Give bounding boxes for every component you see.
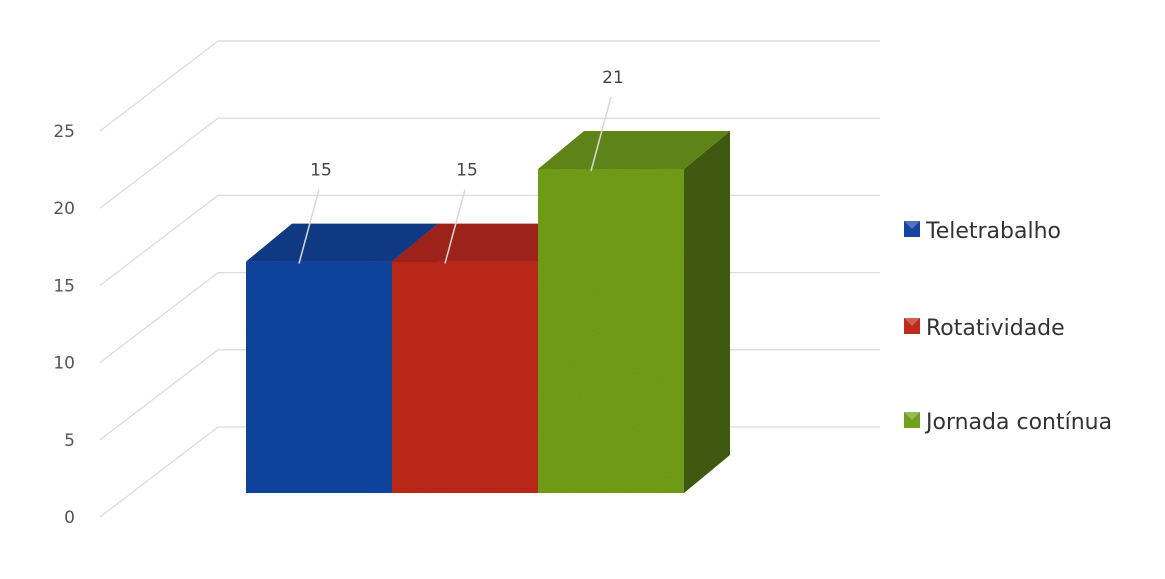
bar-top-face [538, 131, 730, 169]
gridline-side-15 [99, 194, 219, 286]
bars [246, 131, 730, 494]
legend-label-1: Rotatividade [926, 316, 1065, 341]
y-tick-label-1: 5 [64, 431, 75, 451]
y-tick-label-2: 10 [53, 354, 75, 374]
data-label-leader-0 [298, 189, 320, 264]
bar-side-face [684, 131, 730, 493]
legend-item-1: Rotatividade [904, 316, 1065, 341]
gridline-side-0 [99, 426, 219, 518]
y-tick-label-5: 25 [53, 122, 75, 142]
data-label-0: 15 [310, 161, 332, 181]
legend-label-0: Teletrabalho [925, 219, 1061, 244]
y-tick-label-0: 0 [64, 508, 75, 528]
bar-front-face [538, 169, 684, 493]
legend-item-0: Teletrabalho [904, 219, 1061, 244]
data-label-leader-2 [590, 96, 612, 172]
gridline-side-20 [99, 117, 219, 209]
data-label-1: 15 [456, 161, 478, 181]
y-axis-ticks: 0 5 10 15 20 25 [53, 122, 75, 528]
bar-top-face [392, 223, 584, 262]
data-label-leader-1 [444, 189, 466, 264]
bar-front-face [392, 261, 538, 493]
bar-jornada-contínua [538, 131, 730, 493]
legend-swatch-shine [904, 318, 920, 326]
bar-top-face [246, 223, 438, 262]
y-tick-label-4: 20 [53, 199, 75, 219]
legend-label-2: Jornada contínua [924, 410, 1112, 435]
legend: Teletrabalho Rotatividade Jornada contínua [904, 219, 1112, 435]
gridline-side-10 [99, 272, 219, 364]
y-tick-label-3: 15 [53, 276, 75, 296]
data-labels: 15 15 21 [298, 68, 624, 264]
legend-swatch-shine [904, 221, 920, 229]
legend-item-2: Jornada contínua [904, 410, 1112, 435]
legend-swatch-shine [904, 412, 920, 420]
gridline-side-25 [99, 40, 219, 132]
bar-front-face [246, 261, 392, 493]
data-label-2: 21 [602, 68, 624, 88]
gridline-side-5 [99, 349, 219, 441]
